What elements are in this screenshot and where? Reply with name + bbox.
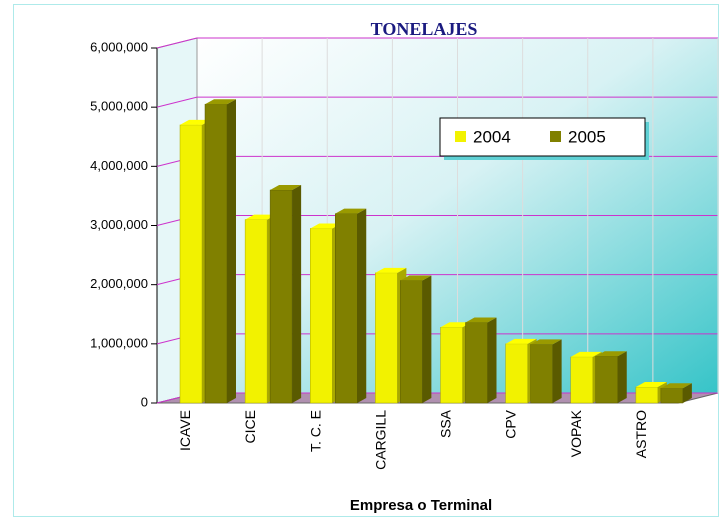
bar [465,317,497,404]
bar [400,275,432,404]
bar-front [595,356,618,404]
bar [204,99,236,404]
x-axis-label: Empresa o Terminal [350,497,492,514]
bar-top [570,351,602,357]
bar-top [245,214,277,220]
bar-top [270,185,302,190]
grid-line-side [156,96,198,108]
bar-top [440,322,472,328]
x-tick-label: T. C. E [307,410,323,452]
x-tick-label: CARGILL [372,410,388,470]
bar-side [487,317,497,403]
bar-top [505,338,537,344]
x-tick-label: CPV [503,409,519,438]
bar-front [204,103,228,404]
bar-top [660,383,692,389]
bar-top [310,223,342,229]
x-tick-label: CICE [242,410,258,443]
bar-side [357,208,367,403]
y-tick-label: 2,000,000 [90,276,148,291]
bar-front [335,213,358,404]
bar-top [400,275,432,281]
bar-front [179,124,203,404]
bar-top [530,339,562,345]
bar-front [505,343,528,404]
bar [660,383,692,404]
bar-front [660,387,684,404]
bar-side [682,383,692,403]
bar-front [310,228,333,404]
bar-front [440,327,463,404]
bar-top [375,267,407,273]
legend-swatch [550,131,561,142]
bar-front [635,386,659,404]
bar-front [244,219,268,404]
bar-side [227,99,236,403]
x-tick-label: VOPAK [568,409,584,457]
legend-label: 2004 [473,127,511,146]
chart-title: TONELAJES [371,19,478,39]
bar [595,351,627,404]
bar-side [292,185,302,403]
y-tick-label: 3,000,000 [90,217,148,232]
floor [156,392,719,404]
bar-front [269,189,293,404]
bar-front [465,322,488,404]
bar [269,185,302,404]
x-tick-label: ICAVE [177,410,193,451]
bar-top [595,351,627,357]
y-tick-label: 6,000,000 [90,39,148,54]
bar-front [375,272,398,404]
bar-top [635,382,667,388]
y-tick-label: 1,000,000 [90,335,148,350]
bar-side [552,339,562,403]
bar-side [617,351,627,403]
y-tick-label: 4,000,000 [90,158,148,173]
bar-top [335,208,367,214]
legend-label: 2005 [568,127,606,146]
bar [530,339,562,404]
x-tick-label: SSA [438,409,454,438]
bar [335,208,367,404]
bar-top [465,317,497,323]
bar-side [422,275,432,403]
x-tick-label: ASTRO [633,410,649,458]
grid-line-side [156,37,198,49]
bar-front [570,356,593,404]
bar-front [400,280,423,404]
y-tick-label: 5,000,000 [90,99,148,114]
bar-front [530,344,553,404]
bar-top [205,99,236,105]
legend [439,117,646,157]
legend-swatch [455,131,466,142]
y-tick-label: 0 [141,394,148,409]
bar-top [180,119,211,125]
